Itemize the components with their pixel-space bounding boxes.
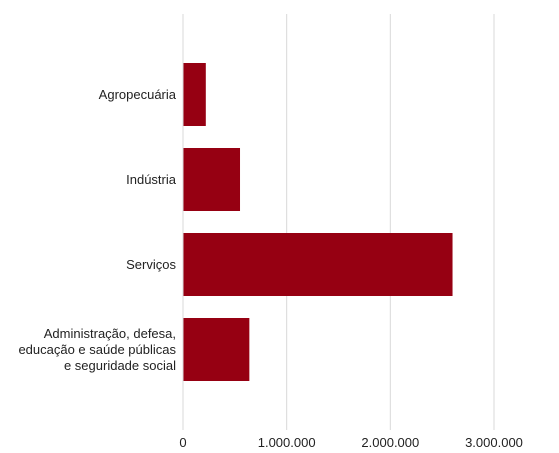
x-tick-label: 0 — [179, 435, 186, 450]
bar — [183, 63, 206, 126]
bar — [183, 318, 250, 381]
category-labels: Agropecuária Indústria Serviços Administraç… — [18, 87, 176, 373]
bar — [183, 148, 241, 211]
category-label: Agropecuária — [99, 87, 177, 102]
x-tick-labels: 0 1.000.000 2.000.000 3.000.000 — [179, 435, 523, 450]
category-label: Serviços — [126, 257, 176, 272]
category-label: Administração, defesa, educação e saúde p… — [18, 326, 176, 373]
x-tick-label: 2.000.000 — [361, 435, 419, 450]
x-tick-label: 1.000.000 — [258, 435, 316, 450]
category-label: Indústria — [126, 172, 177, 187]
bars — [183, 63, 453, 381]
bar — [183, 233, 453, 296]
gridlines — [286, 14, 495, 430]
x-tick-label: 3.000.000 — [465, 435, 523, 450]
